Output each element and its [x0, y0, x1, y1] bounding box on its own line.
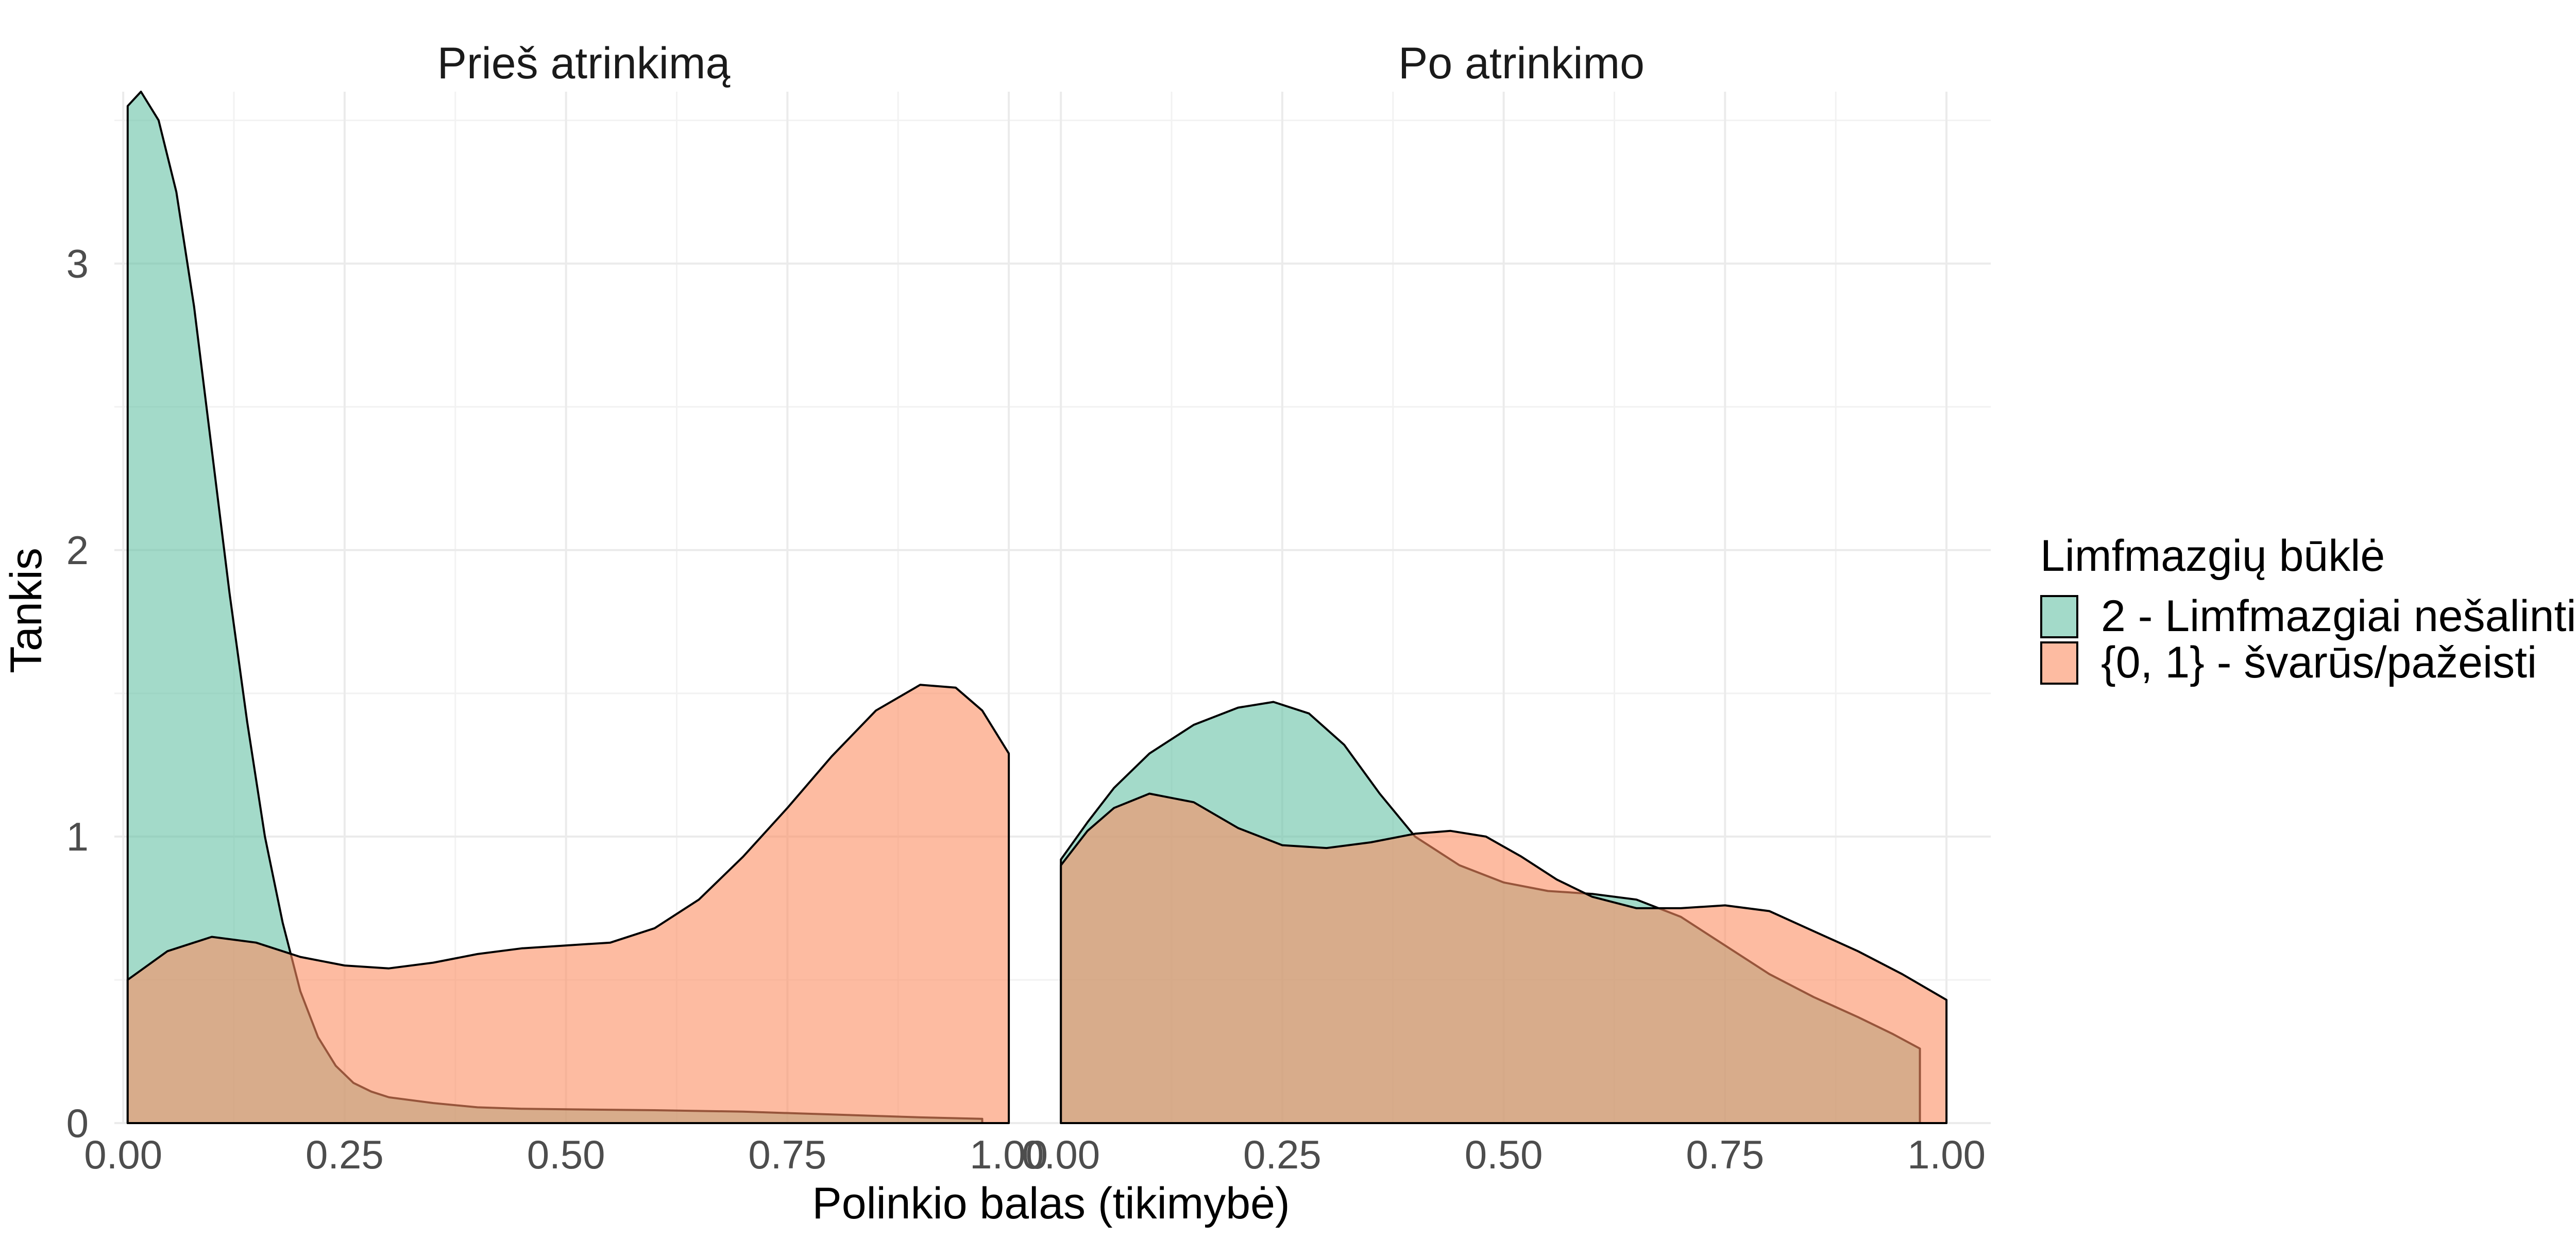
legend-entry-2: {0, 1} - švarūs/pažeisti [2040, 638, 2537, 687]
legend-label: 2 - Limfmazgiai nešalinti [2101, 591, 2576, 641]
panel-title: Po atrinkimo [1398, 39, 1645, 88]
x-tick-label: 0.50 [1465, 1132, 1543, 1177]
y-tick-label: 3 [66, 241, 89, 286]
density-area-2 [126, 684, 1010, 1124]
y-axis-title: Tankis [2, 548, 51, 673]
y-tick-label: 1 [66, 814, 89, 859]
x-tick-label: 0.75 [1686, 1132, 1764, 1177]
x-tick-label: 0.75 [748, 1132, 826, 1177]
legend-label: {0, 1} - švarūs/pažeisti [2101, 638, 2537, 687]
panel-1: Prieš atrinkimą 0.00 0.25 0.50 0.75 1.00 [84, 39, 1053, 1177]
x-tick-label: 0.25 [306, 1132, 384, 1177]
x-tick-label: 0.50 [527, 1132, 605, 1177]
y-tick-label: 2 [66, 528, 89, 573]
y-tick-label: 0 [66, 1100, 89, 1146]
legend-key [2040, 641, 2078, 685]
legend-entry-1: 2 - Limfmazgiai nešalinti [2040, 591, 2576, 641]
density-area-2 [1060, 792, 1948, 1124]
legend: Limfmazgių būklė 2 - Limfmazgiai nešalin… [2040, 531, 2576, 687]
legend-key [2040, 595, 2078, 638]
x-axis-title: Polinkio balas (tikimybė) [812, 1179, 1290, 1228]
x-tick-label: 0.00 [1022, 1132, 1100, 1177]
panel-title: Prieš atrinkimą [437, 39, 731, 88]
legend-entries: 2 - Limfmazgiai nešalinti{0, 1} - švarūs… [2040, 591, 2576, 687]
x-tick-label: 0.25 [1243, 1132, 1321, 1177]
x-tick-label: 1.00 [1907, 1132, 1986, 1177]
panel-2: Po atrinkimo 0.00 0.25 0.50 0.75 1.00 [1022, 39, 1991, 1177]
x-tick-label: 1.00 [970, 1132, 1048, 1177]
legend-title: Limfmazgių būklė [2040, 531, 2385, 581]
y-axis: 0 1 2 3 [66, 241, 89, 1146]
x-tick-label: 0.00 [84, 1132, 162, 1177]
